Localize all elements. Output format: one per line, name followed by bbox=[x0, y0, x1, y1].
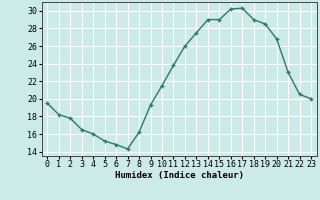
X-axis label: Humidex (Indice chaleur): Humidex (Indice chaleur) bbox=[115, 171, 244, 180]
